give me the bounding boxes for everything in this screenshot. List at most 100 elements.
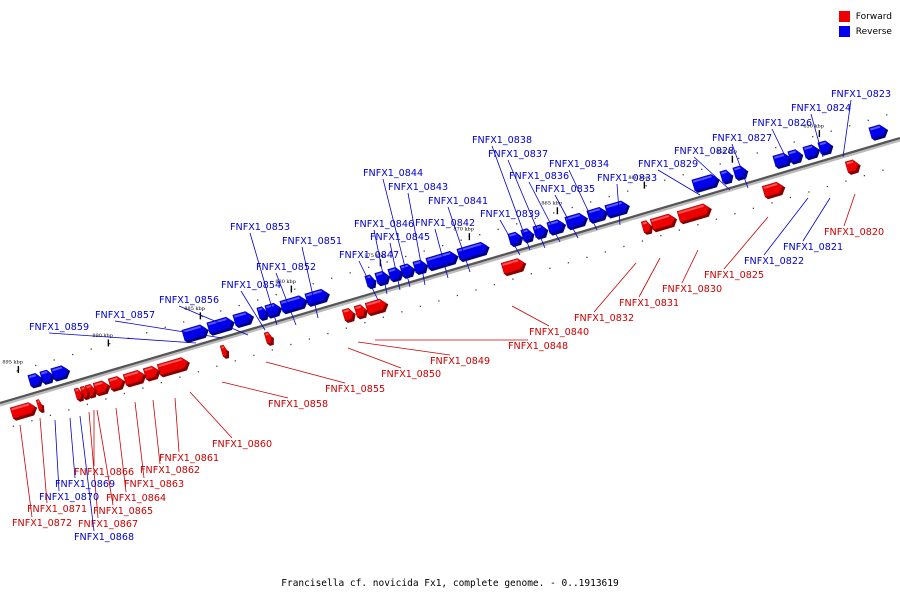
gene-block[interactable] [649, 212, 679, 233]
gene-block[interactable] [35, 398, 46, 414]
gene-connector [152, 399, 161, 465]
gene-label: FNFX1_0871 [27, 504, 87, 515]
minor-tick [830, 130, 832, 132]
gene-block[interactable] [387, 266, 405, 283]
gene-block[interactable] [304, 287, 332, 307]
minor-tick [808, 191, 810, 193]
gene-block-arrow [425, 251, 457, 270]
gene-label: FNFX1_0841 [428, 196, 488, 207]
gene-block[interactable] [564, 211, 590, 231]
gene-block[interactable] [263, 331, 276, 347]
gene-block[interactable] [761, 180, 787, 200]
gene-block-shadow [368, 302, 389, 317]
gene-connector [407, 192, 426, 286]
gene-connector [275, 272, 297, 326]
gene-block-shadow [848, 163, 861, 175]
gene-block-shadow [402, 267, 416, 279]
gene-block-highlight [763, 183, 778, 190]
gene-block[interactable] [232, 310, 256, 329]
gene-block-highlight [588, 208, 601, 214]
gene-block[interactable] [868, 123, 890, 142]
gene-label: FNFX1_0852 [256, 262, 316, 273]
gene-label: FNFX1_0869 [55, 479, 115, 490]
gene-block-arrow [364, 298, 387, 315]
gene-block[interactable] [732, 164, 750, 181]
gene-block[interactable] [156, 356, 192, 378]
minor-tick [826, 185, 829, 188]
gene-block[interactable] [206, 315, 237, 336]
gene-block[interactable] [9, 400, 39, 421]
gene-block[interactable] [802, 143, 822, 161]
gene-connector [771, 128, 791, 167]
gene-block[interactable] [364, 297, 390, 317]
gene-block[interactable] [546, 218, 568, 237]
gene-block-highlight [458, 243, 482, 252]
gene-block[interactable] [27, 372, 45, 389]
gene-block[interactable] [412, 258, 430, 276]
gene-label: FNFX1_0847 [339, 250, 399, 261]
gene-block-highlight [343, 309, 350, 313]
minor-tick [49, 414, 52, 416]
gene-label: FNFX1_0840 [529, 327, 589, 338]
gene-block[interactable] [92, 379, 112, 397]
gene-block[interactable] [719, 168, 735, 185]
gene-label: FNFX1_0821 [783, 242, 843, 253]
minor-tick [349, 272, 351, 274]
gene-block-shadow [459, 246, 490, 263]
gene-block-arrow [507, 231, 522, 246]
gene-block-highlight [234, 312, 247, 318]
gene-block[interactable] [532, 223, 550, 240]
gene-block[interactable] [500, 256, 528, 277]
gene-block[interactable] [676, 202, 714, 225]
gene-connector [114, 320, 223, 339]
minor-tick [493, 283, 496, 286]
gene-block[interactable] [341, 307, 357, 324]
gene-block-highlight [414, 260, 422, 265]
gene-block[interactable] [772, 151, 794, 170]
gene-block[interactable] [219, 344, 231, 359]
gene-connector [554, 194, 579, 239]
gene-block[interactable] [264, 301, 284, 319]
gene-connector [96, 409, 114, 506]
gene-connector [681, 249, 699, 284]
minor-tick [31, 420, 33, 422]
minor-tick [497, 228, 499, 230]
gene-block[interactable] [604, 199, 632, 219]
gene-label: FNFX1_0839 [480, 209, 540, 220]
gene-block[interactable] [640, 219, 655, 235]
gene-block[interactable] [353, 303, 369, 320]
gene-block[interactable] [181, 323, 211, 344]
minor-tick [756, 152, 758, 154]
gene-block-shadow [160, 361, 190, 378]
gene-block[interactable] [73, 387, 86, 403]
gene-label: FNFX1_0822 [744, 256, 804, 267]
gene-block-arrow [353, 304, 366, 318]
minor-tick [812, 136, 814, 138]
gene-block-highlight [183, 325, 201, 333]
minor-tick [442, 244, 444, 247]
gene-block-highlight [642, 221, 647, 225]
gene-block[interactable] [691, 172, 722, 193]
gene-block[interactable] [122, 368, 148, 388]
gene-block[interactable] [844, 158, 862, 175]
gene-block-highlight [75, 388, 79, 392]
minor-tick [220, 310, 222, 312]
gene-connector [69, 417, 76, 479]
gene-block[interactable] [142, 364, 162, 382]
gene-block-shadow [377, 275, 391, 287]
gene-block-shadow [267, 336, 274, 346]
gene-connector [593, 262, 637, 313]
gene-block-arrow [412, 259, 427, 274]
gene-block[interactable] [50, 364, 72, 383]
gene-block-arrow [546, 219, 565, 234]
legend-forward-swatch [838, 11, 850, 22]
gene-block[interactable] [107, 374, 127, 392]
gene-connector [491, 145, 531, 251]
gene-block[interactable] [256, 305, 271, 321]
gene-block-highlight [81, 387, 85, 390]
gene-block[interactable] [425, 249, 461, 272]
gene-block[interactable] [279, 294, 310, 315]
gene-block[interactable] [79, 385, 92, 401]
gene-block-highlight [376, 272, 384, 276]
minor-tick [12, 425, 15, 427]
